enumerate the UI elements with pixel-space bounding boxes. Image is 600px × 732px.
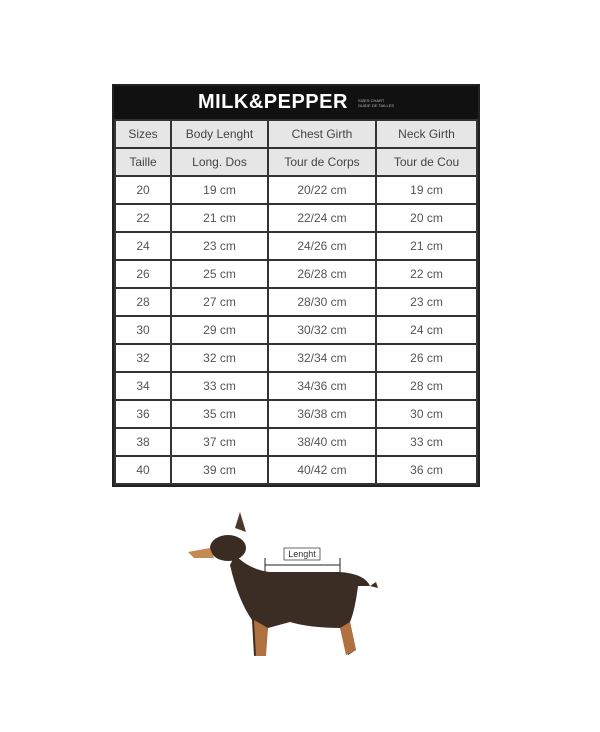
cell: Neck Girth: [375, 119, 478, 149]
cell: 26 cm: [375, 343, 478, 373]
cell: 32: [114, 343, 172, 373]
cell: 21 cm: [375, 231, 478, 261]
cell: 24: [114, 231, 172, 261]
cell: 37 cm: [170, 427, 269, 457]
subtitle-en: SIZES CHART: [357, 97, 385, 103]
cell: Long. Dos: [170, 147, 269, 177]
table-row: 20 19 cm 20/22 cm 19 cm: [114, 175, 478, 205]
cell: 39 cm: [170, 455, 269, 485]
cell: 25 cm: [170, 259, 269, 289]
cell: 38/40 cm: [267, 427, 377, 457]
cell: 30/32 cm: [267, 315, 377, 345]
cell: 24/26 cm: [267, 231, 377, 261]
table-row: 36 35 cm 36/38 cm 30 cm: [114, 399, 478, 429]
cell: 33 cm: [170, 371, 269, 401]
table-row: 24 23 cm 24/26 cm 21 cm: [114, 231, 478, 261]
brand-header: MILK&PEPPER SIZES CHART GUIDE DE TAILLES: [114, 86, 478, 119]
cell: 32/34 cm: [267, 343, 377, 373]
cell: 19 cm: [170, 175, 269, 205]
cell: 36/38 cm: [267, 399, 377, 429]
cell: 22 cm: [375, 259, 478, 289]
cell: Sizes: [114, 119, 172, 149]
brand-subtitle: SIZES CHART GUIDE DE TAILLES: [358, 98, 394, 108]
cell: 22: [114, 203, 172, 233]
cell: 38: [114, 427, 172, 457]
cell: 34/36 cm: [267, 371, 377, 401]
brand-logo: MILK&PEPPER: [197, 91, 348, 113]
cell: 20 cm: [375, 203, 478, 233]
cell: Tour de Corps: [267, 147, 377, 177]
cell: 23 cm: [375, 287, 478, 317]
cell: 27 cm: [170, 287, 269, 317]
cell: 30 cm: [375, 399, 478, 429]
cell: 36: [114, 399, 172, 429]
cell: 28/30 cm: [267, 287, 377, 317]
cell: Tour de Cou: [375, 147, 478, 177]
cell: 23 cm: [170, 231, 269, 261]
cell: 24 cm: [375, 315, 478, 345]
cell: Body Lenght: [170, 119, 269, 149]
cell: 20: [114, 175, 172, 205]
length-indicator: Lenght: [264, 547, 341, 572]
table-row: 34 33 cm 34/36 cm 28 cm: [114, 371, 478, 401]
cell: 22/24 cm: [267, 203, 377, 233]
length-label: Lenght: [288, 549, 316, 559]
cell: 35 cm: [170, 399, 269, 429]
table-row: 40 39 cm 40/42 cm 36 cm: [114, 455, 478, 485]
table-row: 28 27 cm 28/30 cm 23 cm: [114, 287, 478, 317]
cell: Chest Girth: [267, 119, 377, 149]
subtitle-fr: GUIDE DE TAILLES: [357, 102, 395, 108]
header-row-fr: Taille Long. Dos Tour de Corps Tour de Cou: [114, 147, 478, 177]
cell: 32 cm: [170, 343, 269, 373]
cell: 19 cm: [375, 175, 478, 205]
size-table: Sizes Body Lenght Chest Girth Neck Girth Tai…: [114, 119, 478, 485]
table-row: 32 32 cm 32/34 cm 26 cm: [114, 343, 478, 373]
cell: Taille: [114, 147, 172, 177]
cell: 36 cm: [375, 455, 478, 485]
dog-illustration: Lenght: [188, 512, 378, 656]
cell: 40: [114, 455, 172, 485]
cell: 34: [114, 371, 172, 401]
cell: 28: [114, 287, 172, 317]
cell: 28 cm: [375, 371, 478, 401]
cell: 26/28 cm: [267, 259, 377, 289]
table-row: 30 29 cm 30/32 cm 24 cm: [114, 315, 478, 345]
cell: 33 cm: [375, 427, 478, 457]
table-row: 38 37 cm 38/40 cm 33 cm: [114, 427, 478, 457]
header-row-en: Sizes Body Lenght Chest Girth Neck Girth: [114, 119, 478, 149]
dog-figure: [188, 512, 378, 656]
cell: 20/22 cm: [267, 175, 377, 205]
size-chart: MILK&PEPPER SIZES CHART GUIDE DE TAILLES …: [112, 84, 480, 487]
cell: 30: [114, 315, 172, 345]
table-row: 26 25 cm 26/28 cm 22 cm: [114, 259, 478, 289]
cell: 21 cm: [170, 203, 269, 233]
cell: 26: [114, 259, 172, 289]
table-row: 22 21 cm 22/24 cm 20 cm: [114, 203, 478, 233]
cell: 29 cm: [170, 315, 269, 345]
cell: 40/42 cm: [267, 455, 377, 485]
